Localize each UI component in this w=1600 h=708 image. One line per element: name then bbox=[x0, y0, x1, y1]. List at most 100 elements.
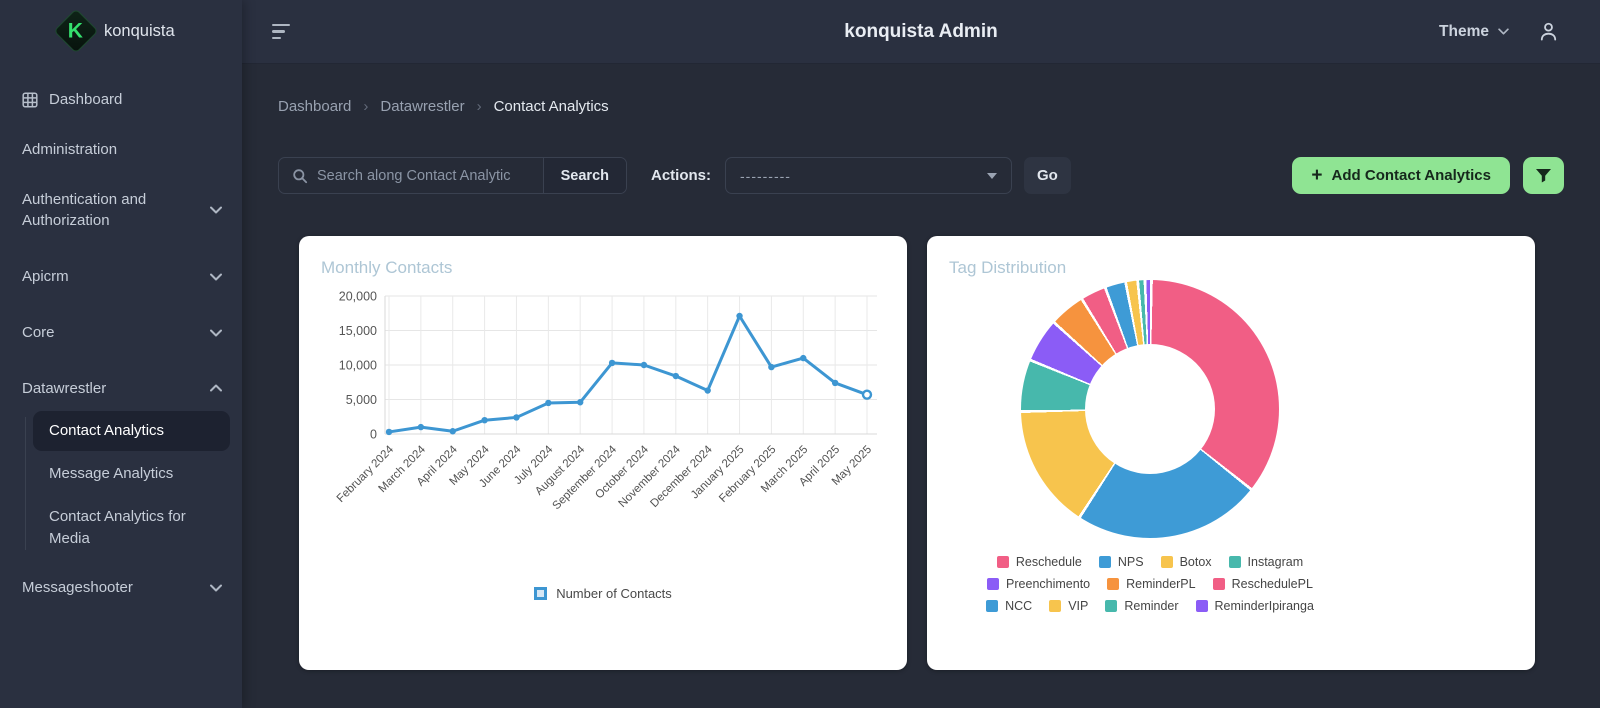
actions-select[interactable]: --------- bbox=[725, 157, 1012, 194]
svg-text:20,000: 20,000 bbox=[339, 290, 377, 304]
legend-label: ReminderIpiranga bbox=[1214, 599, 1314, 613]
breadcrumb-dashboard[interactable]: Dashboard bbox=[278, 98, 352, 115]
data-point bbox=[608, 359, 616, 367]
sidebar-item-message-analytics[interactable]: Message Analytics bbox=[49, 465, 174, 482]
data-point bbox=[481, 417, 488, 424]
doughnut-legend: Reschedule NPS Botox Instagram Preenchimento… bbox=[986, 555, 1314, 613]
sidebar-item-contact-analytics-for-media[interactable]: Contact Analytics for Media bbox=[49, 507, 186, 547]
data-points bbox=[385, 312, 873, 436]
doughnut-chart[interactable] bbox=[1021, 280, 1279, 538]
legend-item[interactable]: Reschedule bbox=[996, 555, 1082, 569]
doughnut-legend-row: Preenchimento ReminderPL ReschedulePL bbox=[987, 577, 1313, 591]
sidebar-item-label: Core bbox=[22, 323, 55, 341]
add-contact-analytics-button[interactable]: + Add Contact Analytics bbox=[1292, 157, 1510, 194]
theme-dropdown[interactable]: Theme bbox=[1439, 23, 1509, 41]
legend-label: Reschedule bbox=[1015, 555, 1082, 569]
chart-cards: Monthly Contacts 0 5,000 10,000 15,000 20,00… bbox=[299, 236, 1564, 670]
sidebar-item-authentication[interactable]: Authentication and Authorization bbox=[0, 180, 242, 242]
svg-text:February 2025: February 2025 bbox=[717, 444, 778, 505]
filter-button[interactable] bbox=[1523, 157, 1564, 194]
doughnut-chart-area: Reschedule NPS Botox Instagram Preenchimento… bbox=[955, 280, 1345, 613]
sidebar-item-administration[interactable]: Administration bbox=[0, 130, 242, 170]
go-button[interactable]: Go bbox=[1024, 157, 1071, 194]
breadcrumb-current: Contact Analytics bbox=[493, 98, 609, 115]
sidebar-item-label: Datawrestler bbox=[22, 379, 107, 397]
search-input[interactable] bbox=[317, 167, 543, 184]
legend-label: Instagram bbox=[1247, 555, 1304, 569]
sidebar-nav: Dashboard Administration Authentication … bbox=[0, 60, 242, 608]
data-point bbox=[449, 428, 456, 435]
sidebar-item-datawrestler[interactable]: Datawrestler bbox=[0, 369, 242, 409]
legend-label: Number of Contacts bbox=[556, 586, 672, 601]
legend-swatch bbox=[1049, 600, 1062, 612]
doughnut-legend-row: Reschedule NPS Botox Instagram bbox=[996, 555, 1304, 569]
topbar: konquista Admin Theme bbox=[242, 0, 1600, 64]
data-point bbox=[417, 423, 425, 431]
legend-item[interactable]: Number of Contacts bbox=[321, 586, 885, 601]
hamburger-menu-icon[interactable] bbox=[270, 20, 292, 44]
data-point bbox=[768, 363, 775, 371]
breadcrumb-separator: › bbox=[476, 98, 482, 115]
sidebar: K konquista Dashboard Administration Aut… bbox=[0, 0, 242, 708]
data-point bbox=[704, 387, 711, 394]
chart-title: Tag Distribution bbox=[949, 258, 1067, 277]
sidebar-item-apicrm[interactable]: Apicrm bbox=[0, 257, 242, 297]
sidebar-item-core[interactable]: Core bbox=[0, 313, 242, 353]
search-icon bbox=[292, 168, 308, 184]
sidebar-item-label: Authentication and Authorization bbox=[22, 190, 147, 230]
chevron-down-icon bbox=[210, 584, 222, 592]
legend-item[interactable]: Reminder bbox=[1105, 599, 1179, 613]
brand-logo[interactable]: K konquista bbox=[0, 0, 242, 60]
sidebar-item-label: Administration bbox=[22, 140, 118, 158]
sidebar-item-dashboard[interactable]: Dashboard bbox=[0, 80, 242, 120]
legend-swatch bbox=[1228, 556, 1241, 568]
legend-swatch bbox=[1098, 556, 1111, 568]
sidebar-item-messageshooter[interactable]: Messageshooter bbox=[0, 568, 242, 608]
legend-item[interactable]: ReminderIpiranga bbox=[1195, 599, 1314, 613]
legend-swatch bbox=[1195, 600, 1208, 612]
legend-item[interactable]: ReminderPL bbox=[1107, 577, 1196, 591]
sidebar-item-contact-analytics[interactable]: Contact Analytics bbox=[33, 411, 230, 451]
chevron-down-icon bbox=[210, 329, 222, 337]
y-tick-labels: 0 5,000 10,000 15,000 20,000 bbox=[339, 290, 377, 442]
legend-item[interactable]: VIP bbox=[1049, 599, 1088, 613]
legend-label: VIP bbox=[1068, 599, 1089, 613]
funnel-icon bbox=[1535, 168, 1552, 184]
breadcrumb-datawrestler[interactable]: Datawrestler bbox=[380, 98, 465, 115]
svg-text:February 2024: February 2024 bbox=[335, 443, 397, 505]
add-button-label: Add Contact Analytics bbox=[1331, 167, 1491, 184]
monthly-contacts-card: Monthly Contacts 0 5,000 10,000 15,000 20,00… bbox=[299, 236, 907, 670]
breadcrumb-separator: › bbox=[363, 98, 369, 115]
actions-select-value: --------- bbox=[740, 167, 791, 184]
series-line bbox=[387, 314, 869, 434]
monthly-contacts-chart: 0 5,000 10,000 15,000 20,000 February 2024Mar… bbox=[335, 290, 877, 512]
legend-swatch bbox=[534, 587, 548, 600]
brand-name: konquista bbox=[104, 21, 175, 40]
legend-item[interactable]: Botox bbox=[1160, 555, 1212, 569]
legend-item[interactable]: NCC bbox=[986, 599, 1032, 613]
legend-item[interactable]: ReschedulePL bbox=[1212, 577, 1313, 591]
breadcrumb: Dashboard › Datawrestler › Contact Analy… bbox=[278, 98, 1564, 115]
toolbar: Search Actions: --------- Go + Add Conta… bbox=[278, 157, 1564, 194]
datawrestler-submenu: Contact Analytics Message Analytics Cont… bbox=[0, 411, 242, 558]
legend-label: Preenchimento bbox=[1006, 577, 1091, 591]
legend-label: Reminder bbox=[1124, 599, 1179, 613]
legend-item[interactable]: Preenchimento bbox=[987, 577, 1090, 591]
legend-label: NPS bbox=[1117, 555, 1144, 569]
chevron-down-icon bbox=[1498, 28, 1509, 35]
data-point bbox=[513, 414, 520, 421]
legend-swatch bbox=[1107, 578, 1120, 590]
user-icon[interactable] bbox=[1537, 20, 1560, 43]
legend-label: ReminderPL bbox=[1126, 577, 1196, 591]
legend-item[interactable]: NPS bbox=[1098, 555, 1144, 569]
data-point bbox=[831, 379, 839, 387]
legend-swatch bbox=[1105, 600, 1118, 612]
line-chart-area[interactable]: 0 5,000 10,000 15,000 20,000 February 2024 Mar… bbox=[321, 282, 885, 584]
chevron-down-icon bbox=[210, 206, 222, 214]
tag-distribution-card: Tag Distribution Reschedule NPS Botox Insta… bbox=[927, 236, 1535, 670]
sidebar-item-label: Messageshooter bbox=[22, 579, 133, 597]
data-point bbox=[861, 389, 873, 400]
legend-item[interactable]: Instagram bbox=[1228, 555, 1304, 569]
search-button[interactable]: Search bbox=[542, 158, 626, 193]
